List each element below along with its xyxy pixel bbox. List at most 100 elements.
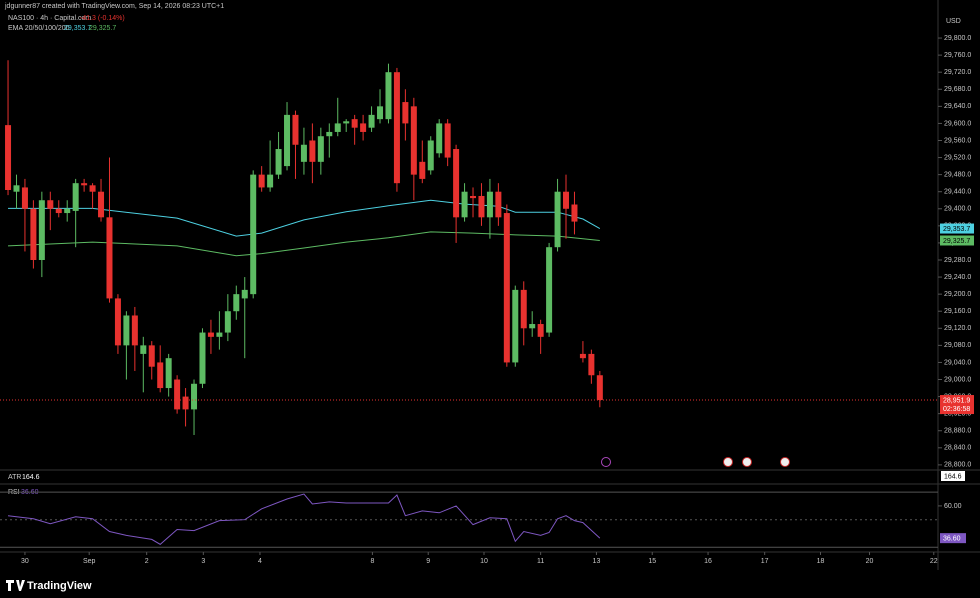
candle-body: [444, 123, 451, 158]
candle-body: [563, 191, 570, 209]
candle-body: [402, 102, 409, 124]
candle-body: [5, 125, 12, 190]
brand: TradingView: [27, 580, 92, 592]
x-tick-label: 3: [201, 558, 205, 565]
y-tick-label: 29,640.0: [944, 103, 971, 110]
candle-body: [174, 379, 181, 410]
candle-body: [461, 191, 468, 218]
candle-body: [495, 191, 502, 218]
y-tick-label: 29,600.0: [944, 120, 971, 127]
candle-body: [267, 174, 274, 188]
candle-body: [343, 121, 350, 124]
x-tick-label: 2: [145, 558, 149, 565]
candle-body: [546, 247, 553, 333]
rsi-line: [7, 493, 601, 545]
candle-body: [38, 200, 45, 260]
y-tick-label: 29,680.0: [944, 86, 971, 93]
candle-body: [81, 183, 88, 186]
x-tick-label: 13: [593, 558, 601, 565]
y-tick-label: 29,240.0: [944, 274, 971, 281]
y-tick-label: 28,800.0: [944, 462, 971, 469]
y-tick-label: 29,200.0: [944, 291, 971, 298]
candle-body: [47, 200, 54, 209]
candle-body: [334, 123, 341, 132]
candle-body: [224, 311, 231, 333]
y-tick-label: 29,400.0: [944, 206, 971, 213]
ema-value: 29,353.7: [64, 25, 91, 32]
candle-body: [275, 149, 282, 175]
y-tick-label: 29,120.0: [944, 325, 971, 332]
candle-body: [512, 289, 519, 363]
y-tick-label: 29,480.0: [944, 171, 971, 178]
candle-body: [579, 353, 586, 359]
rsi-badge: [940, 533, 966, 544]
candle-body: [503, 213, 510, 363]
candle-body: [478, 195, 485, 218]
event-icon[interactable]: [780, 457, 790, 467]
y-tick-label: 29,520.0: [944, 154, 971, 161]
x-tick-label: 17: [761, 558, 769, 565]
x-tick-label: 20: [866, 558, 874, 565]
event-icon[interactable]: [601, 457, 611, 467]
y-tick-label: 29,080.0: [944, 342, 971, 349]
event-icon[interactable]: [742, 457, 752, 467]
candle-body: [300, 144, 307, 162]
x-tick-label: Sep: [83, 558, 96, 565]
candle-body: [72, 183, 79, 211]
y-tick-label: 29,440.0: [944, 189, 971, 196]
x-tick-label: 9: [426, 558, 430, 565]
x-tick-label: 11: [537, 558, 544, 565]
y-tick-label: 29,000.0: [944, 376, 971, 383]
candle-body: [98, 191, 105, 218]
candle-body: [106, 217, 113, 299]
candle-body: [30, 208, 37, 260]
candle-body: [148, 345, 155, 367]
candle-body: [427, 140, 434, 171]
atr-badge-text: 164.6: [944, 473, 962, 480]
candle-body: [216, 332, 223, 337]
x-tick-label: 15: [648, 558, 656, 565]
candle-body: [21, 187, 28, 209]
candle-body: [89, 185, 96, 192]
price-badge-text: 29,325.7: [943, 238, 970, 245]
candle-body: [207, 332, 214, 337]
ema-label: EMA 20/50/100/200: [8, 25, 70, 32]
candle-body: [241, 289, 248, 299]
event-icons[interactable]: [601, 457, 790, 467]
y-tick-label: 29,040.0: [944, 359, 971, 366]
x-tick-label: 16: [704, 558, 712, 565]
x-tick-label: 10: [480, 558, 488, 565]
candle-body: [385, 72, 392, 120]
y-tick-label: 29,160.0: [944, 308, 971, 315]
symbol: NAS100 · 4h · Capital.com: [8, 15, 91, 22]
price-badge: [940, 223, 974, 234]
event-icon[interactable]: [723, 457, 733, 467]
candle-body: [596, 375, 603, 401]
credit: jdgunner87 created with TradingView.com,…: [4, 3, 224, 10]
candle-body: [182, 396, 189, 410]
candle-body: [368, 114, 375, 128]
candle-body: [351, 119, 358, 128]
y-tick-label: 29,280.0: [944, 257, 971, 264]
candle-body: [131, 315, 138, 346]
x-tick-label: 4: [258, 558, 262, 565]
atr-badge: [941, 471, 965, 481]
candle-body: [13, 185, 20, 192]
ema-line: [8, 231, 600, 257]
candle-body: [393, 72, 400, 184]
ema-line: [8, 199, 601, 237]
y-tick-label: 28,840.0: [944, 445, 971, 452]
y-tick-label: 60.00: [944, 503, 962, 510]
y-tick-label: 29,760.0: [944, 52, 971, 59]
candle-body: [199, 332, 206, 384]
candle-body: [233, 294, 240, 312]
candle-body: [191, 383, 198, 410]
y-tick-label: 28,880.0: [944, 428, 971, 435]
ema-value: 29,325.7: [89, 25, 116, 32]
candle-body: [64, 208, 71, 214]
y-tick-label: 29,720.0: [944, 69, 971, 76]
candle-body: [453, 149, 460, 218]
atr-title: ATR: [8, 474, 21, 481]
candle-body: [309, 140, 316, 162]
